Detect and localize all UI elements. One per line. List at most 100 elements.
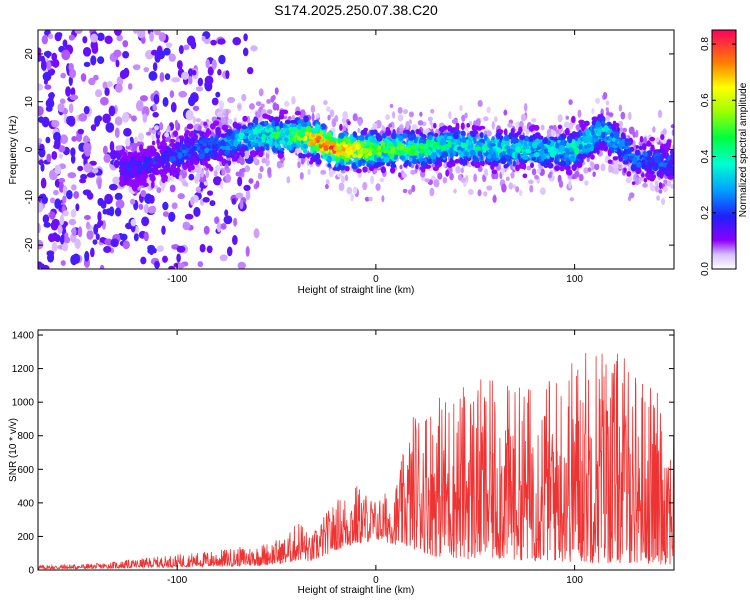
heatmap-cell <box>151 134 156 141</box>
heatmap-cell <box>67 172 77 179</box>
heatmap-cell <box>557 114 563 123</box>
heatmap-cell <box>148 173 155 178</box>
heatmap-cell <box>594 147 600 153</box>
heatmap-cell <box>375 183 381 191</box>
heatmap-cell <box>114 207 122 217</box>
heatmap-cell <box>148 167 153 174</box>
heatmap-cell <box>245 245 250 257</box>
heatmap-cell <box>502 150 507 156</box>
heatmap-cell <box>492 152 497 160</box>
heatmap-cell <box>320 169 327 175</box>
heatmap-cell <box>86 192 94 200</box>
heatmap-cell <box>449 151 454 160</box>
heatmap-cell <box>38 159 44 166</box>
heatmap-cell <box>324 184 329 190</box>
heatmap-cell <box>39 143 45 152</box>
heatmap-cell <box>68 75 73 86</box>
heatmap-cell <box>137 30 146 39</box>
heatmap-cell <box>364 196 370 202</box>
heatmap-cell <box>161 157 166 164</box>
heatmap-cell <box>58 153 63 159</box>
heatmap-cell <box>523 102 528 112</box>
heatmap-cell <box>489 142 496 147</box>
heatmap-cell <box>96 32 105 42</box>
heatmap-cell <box>578 173 584 182</box>
heatmap-cell <box>581 146 586 154</box>
colorbar-gradient <box>711 29 737 270</box>
heatmap-cell <box>42 71 52 82</box>
heatmap-cell <box>189 155 197 162</box>
heatmap-cell <box>501 183 507 193</box>
heatmap-cell <box>663 179 668 184</box>
heatmap-cell <box>600 163 606 172</box>
heatmap-cell <box>457 174 462 181</box>
heatmap-cell <box>190 139 196 145</box>
heatmap-cell <box>156 187 162 193</box>
heatmap-cell <box>462 158 468 166</box>
heatmap-cell <box>385 114 390 121</box>
heatmap-cell <box>38 239 44 250</box>
heatmap-cell <box>102 208 108 215</box>
colorbar-label: Normalized spectral amplitude <box>738 82 749 217</box>
heatmap-cell <box>97 56 105 64</box>
heatmap-cell <box>68 103 74 114</box>
heatmap-cell <box>102 113 111 124</box>
heatmap-cell <box>103 153 111 163</box>
heatmap-cell <box>82 135 90 144</box>
heatmap-cell <box>586 143 592 149</box>
heatmap-cell <box>387 140 393 148</box>
heatmap-cell <box>200 169 205 178</box>
heatmap-cell <box>626 170 632 177</box>
heatmap-cell <box>286 176 291 184</box>
heatmap-cell <box>152 103 157 111</box>
heatmap-cell <box>546 128 553 137</box>
heatmap-cell <box>503 109 508 116</box>
heatmap-cell <box>549 150 556 158</box>
heatmap-cell <box>108 206 115 217</box>
heatmap-cell <box>62 210 69 217</box>
heatmap-cell <box>133 136 139 144</box>
heatmap-cell <box>486 130 492 137</box>
heatmap-cell <box>573 147 580 155</box>
heatmap-cell <box>70 147 76 157</box>
heatmap-cell <box>82 36 88 44</box>
y-tick-label: 1000 <box>12 398 35 409</box>
heatmap-cell <box>40 177 47 189</box>
heatmap-cell <box>402 188 408 194</box>
heatmap-cell <box>152 111 159 118</box>
heatmap-cell <box>514 142 521 147</box>
heatmap-cell <box>381 125 386 132</box>
heatmap-cell <box>459 104 463 112</box>
heatmap-cell <box>224 149 231 156</box>
heatmap-cell <box>257 128 262 134</box>
heatmap-cell <box>642 182 648 188</box>
heatmap-cell <box>670 183 674 189</box>
heatmap-cell <box>294 110 302 116</box>
heatmap-cell <box>212 176 222 186</box>
heatmap-cell <box>657 109 663 119</box>
heatmap-cell <box>248 124 253 130</box>
heatmap-cell <box>616 148 622 156</box>
heatmap-cell <box>207 141 214 146</box>
heatmap-cell <box>211 143 217 150</box>
heatmap-cell <box>114 127 120 139</box>
heatmap-cell <box>445 169 450 177</box>
heatmap-cell <box>127 83 133 90</box>
heatmap-cell <box>517 153 521 160</box>
heatmap-cell <box>407 189 413 195</box>
heatmap-cell <box>224 145 232 152</box>
heatmap-cell <box>221 169 226 176</box>
heatmap-cell <box>55 139 61 150</box>
heatmap-cell <box>234 148 238 154</box>
y-tick-label: 400 <box>17 498 34 509</box>
heatmap-cell <box>437 172 443 180</box>
heatmap-cell <box>268 138 273 145</box>
heatmap-cell <box>425 142 431 148</box>
heatmap-cell <box>215 91 221 98</box>
heatmap-cell <box>331 155 336 162</box>
heatmap-cell <box>641 159 646 166</box>
heatmap-cell <box>654 184 659 193</box>
heatmap-cell <box>522 145 527 151</box>
heatmap-cell <box>373 154 378 162</box>
heatmap-cell <box>113 49 122 58</box>
